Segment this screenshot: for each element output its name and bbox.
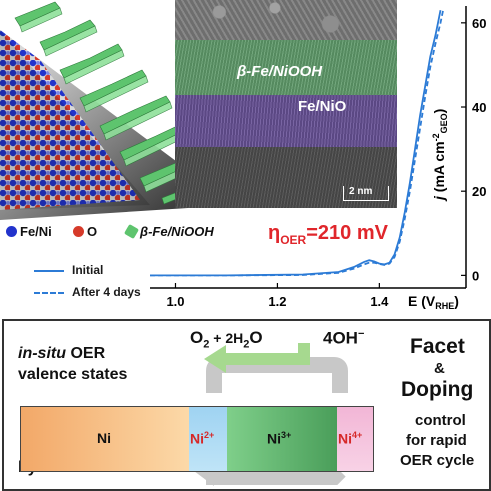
oer-cycle-label: OER cycle bbox=[400, 452, 475, 469]
y-tick-label-2: 40 bbox=[472, 100, 486, 115]
fe-ni-dot-icon bbox=[6, 226, 17, 237]
series-line-1 bbox=[150, 10, 444, 277]
niooh-layer-label: β-Fe/NiOOH bbox=[237, 63, 323, 80]
segment-ni0: Ni bbox=[21, 407, 189, 471]
cycle-arrows bbox=[194, 343, 348, 486]
control-label: control bbox=[415, 412, 466, 429]
hrtem-image: β-Fe/NiOOH Fe/NiO 2 nm bbox=[175, 0, 397, 208]
top-panel: β-Fe/NiOOH Fe/NiO 2 nm 1.0 1.2 1.4 0 20 40 60 E… bbox=[0, 0, 487, 311]
facet-label: Facet bbox=[410, 335, 465, 358]
niooh-prism-icon bbox=[123, 223, 140, 240]
for-rapid-label: for rapid bbox=[406, 432, 467, 449]
nio-layer bbox=[175, 95, 397, 147]
legend-initial-line bbox=[34, 270, 64, 272]
x-tick-label-1: 1.2 bbox=[268, 294, 286, 309]
lsv-chart: 1.0 1.2 1.4 0 20 40 60 E (VRHE) j (mA cm-2GEO) bbox=[150, 6, 486, 311]
legend-after-label: After 4 days bbox=[72, 285, 141, 299]
y-axis-label: j (mA cm-2GEO) bbox=[431, 109, 449, 202]
scale-bar-label: 2 nm bbox=[349, 186, 373, 197]
legend-after-line bbox=[34, 292, 64, 294]
segment-ni4: Ni4+ bbox=[337, 407, 373, 471]
bottom-panel: in-situ OER valence states by XANES O2 +… bbox=[2, 319, 491, 491]
y-tick-label-1: 20 bbox=[472, 184, 486, 199]
valence-state-bar: Ni Ni2+ Ni3+ Ni4+ bbox=[20, 406, 374, 472]
series-line-0 bbox=[150, 10, 442, 277]
doping-label: Doping bbox=[401, 378, 474, 401]
legend-o: O bbox=[73, 224, 97, 239]
y-tick-label-3: 60 bbox=[472, 16, 486, 31]
amp-label: & bbox=[434, 360, 445, 377]
y-tick-label-0: 0 bbox=[472, 268, 479, 283]
x-axis-label: E (VRHE) bbox=[408, 293, 459, 311]
nio-layer-label: Fe/NiO bbox=[298, 98, 347, 115]
legend-fe-ni: Fe/Ni bbox=[6, 224, 52, 239]
overpotential-label: ηOER=210 mV bbox=[268, 222, 388, 247]
o-dot-icon bbox=[73, 226, 84, 237]
niooh-layer bbox=[175, 40, 397, 95]
scale-bar bbox=[343, 186, 389, 201]
x-tick-label-0: 1.0 bbox=[166, 294, 184, 309]
segment-ni3: Ni3+ bbox=[227, 407, 337, 471]
segment-ni2: Ni2+ bbox=[189, 407, 227, 471]
legend-initial-label: Initial bbox=[72, 263, 104, 277]
x-tick-label-2: 1.4 bbox=[370, 294, 389, 309]
legend-niooh: β-Fe/NiOOH bbox=[123, 223, 214, 240]
insitu-title-line2: valence states bbox=[18, 366, 128, 383]
insitu-title-line1: in-situ OER bbox=[18, 345, 106, 362]
products-label: O2 + 2H2O bbox=[190, 328, 263, 351]
reactant-label: 4OH− bbox=[320, 328, 368, 349]
